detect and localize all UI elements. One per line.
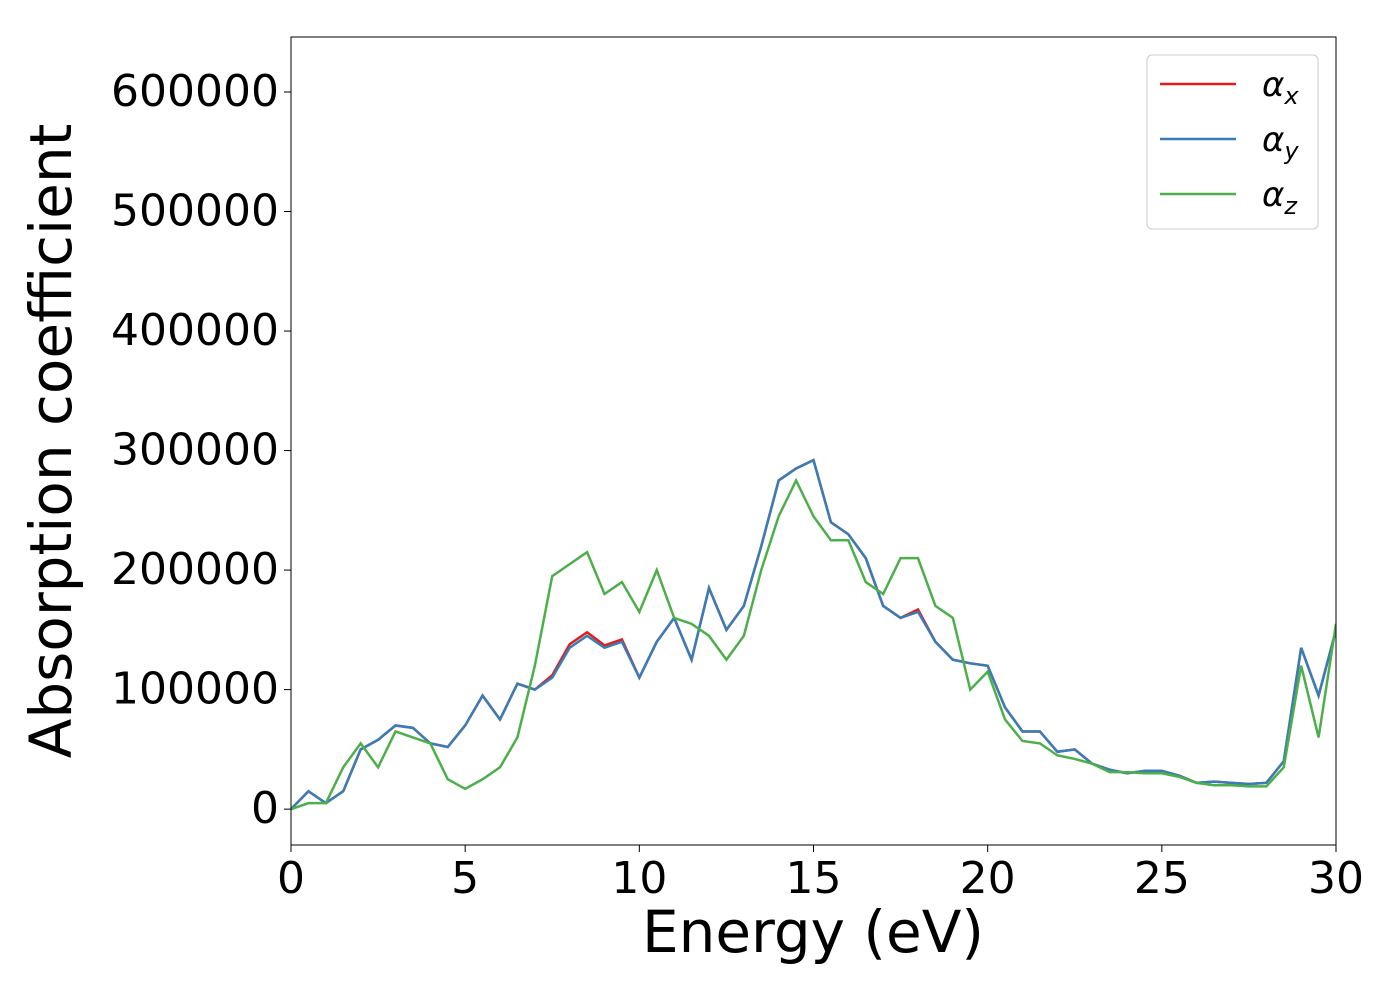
data-line [291, 477, 1336, 811]
legend-box [1146, 54, 1319, 230]
x-axis-label: Energy (eV) [642, 898, 984, 966]
y-axis-label: Absorption coefficient [17, 124, 85, 759]
y-tick-label: 600000 [111, 66, 279, 117]
y-tick-label: 300000 [111, 425, 279, 476]
data-line [291, 458, 1336, 811]
y-tick-label: 0 [251, 783, 279, 834]
x-tick-label: 20 [960, 853, 1016, 904]
y-tick-label: 400000 [111, 305, 279, 356]
y-tick-label: 100000 [111, 664, 279, 715]
x-tick-label: 10 [611, 853, 667, 904]
plot-frame [290, 36, 1337, 846]
x-tick-label: 30 [1308, 853, 1364, 904]
x-tick-label: 15 [786, 853, 842, 904]
x-tick-label: 25 [1134, 853, 1190, 904]
x-tick-label: 0 [277, 853, 305, 904]
x-tick-label: 5 [451, 853, 479, 904]
data-line [291, 458, 1336, 811]
y-tick-label: 200000 [111, 544, 279, 595]
y-tick-label: 500000 [111, 186, 279, 237]
